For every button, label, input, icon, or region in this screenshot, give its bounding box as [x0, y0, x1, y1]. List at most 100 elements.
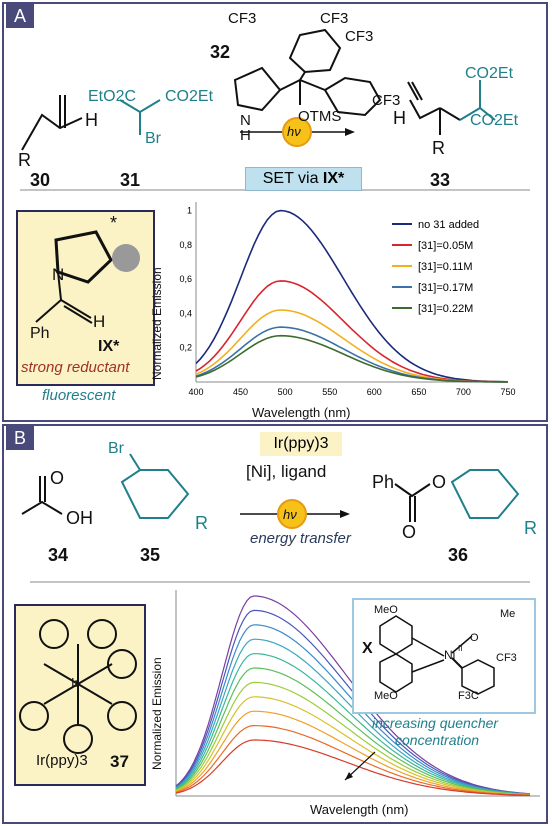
ir-complex-structure: [19, 619, 137, 754]
compound-36-label: 36: [448, 545, 469, 565]
chart-b-xlabel: Wavelength (nm): [310, 802, 409, 817]
br-label: Br: [145, 130, 161, 147]
compound-31-label: 31: [120, 170, 141, 190]
chart-a-ytick: 0,8: [179, 240, 192, 250]
ni-cf3-a: CF3: [496, 652, 517, 664]
chart-a-xtick: 700: [456, 387, 471, 397]
panel-b-tag: B: [6, 426, 34, 450]
ir-complex-box: [14, 604, 146, 786]
panel-b: B: [2, 424, 548, 824]
panel-a-tag: A: [6, 4, 34, 28]
quench-note-1: increasing quencher: [372, 715, 499, 731]
legend-entry: [31]=0.05M: [418, 240, 473, 252]
ni-reagent: [Ni], ligand: [246, 462, 327, 481]
compound-30-label: 30: [30, 170, 51, 190]
set-box-prefix: SET via: [262, 170, 323, 187]
cf3-label-4: CF3: [372, 92, 401, 109]
ni-atom: Ni: [444, 648, 456, 662]
eto2c-label: EtO2C: [88, 88, 137, 105]
ni-meo-1: MeO: [374, 604, 398, 616]
chart-a-ytick: 0,2: [179, 343, 192, 353]
product-o: O: [432, 472, 447, 492]
product-co2et-1: CO2Et: [465, 65, 514, 82]
ni-complex-label: X: [362, 640, 373, 657]
set-box: SET via IX*: [245, 167, 362, 191]
ni-complex-structure: [379, 615, 495, 695]
scheme-b-bonds: [21, 453, 530, 583]
compound-34-label: 34: [48, 545, 69, 565]
chart-b-series-line: [175, 696, 531, 796]
legend-entry: no 31 added: [418, 219, 479, 231]
intermediate-structure: [35, 230, 140, 324]
legend-entry: [31]=0.22M: [418, 303, 473, 315]
panel-a: A: [2, 2, 548, 422]
ni-cf3-b: F3C: [458, 690, 479, 702]
cf3-label-1: CF3: [228, 10, 257, 27]
hv-a: hν: [287, 124, 301, 139]
acid-oh: OH: [66, 508, 93, 528]
cf3-label-3: CF3: [345, 28, 374, 45]
compound-33-label: 33: [430, 170, 451, 190]
compound-32-label: 32: [210, 42, 231, 62]
ix-star: *: [110, 213, 118, 233]
ix-ph: Ph: [30, 325, 50, 342]
aldehyde-r: R: [18, 150, 31, 170]
acid-o: O: [50, 468, 65, 488]
strong-reductant-caption: strong reductant: [21, 359, 130, 376]
chart-a-xtick: 500: [278, 387, 293, 397]
chart-a-series-line: [195, 334, 508, 383]
chart-a-series-line: [195, 209, 509, 383]
set-box-bold: IX*: [322, 170, 345, 187]
product-co2et-2: CO2Et: [470, 112, 519, 129]
chart-b-series-line: [175, 710, 531, 796]
chart-a-xtick: 600: [367, 387, 382, 397]
product-r-b: R: [524, 518, 537, 538]
product-h: H: [393, 108, 406, 128]
aryl-r: R: [195, 513, 208, 533]
otms-label: OTMS: [298, 108, 342, 125]
hv-b: hν: [283, 507, 297, 522]
pyrrolidine-h: H: [240, 127, 251, 144]
legend-entry: [31]=0.17M: [418, 282, 473, 294]
chart-a-ytick: 0,4: [179, 308, 192, 318]
cf3-label-2: CF3: [320, 10, 349, 27]
chart-a-xtick: 550: [322, 387, 337, 397]
chart-a-xtick: 450: [233, 387, 248, 397]
product-ph: Ph: [372, 472, 395, 492]
ix-h: H: [93, 312, 106, 331]
chart-b-series-line: [175, 724, 531, 796]
chart-a-xtick: 650: [411, 387, 426, 397]
ni-ac-o: O: [470, 632, 479, 644]
ir-complex-label: Ir(ppy)3: [36, 752, 88, 769]
product-r: R: [432, 138, 445, 158]
co2et-label: CO2Et: [165, 88, 214, 105]
ni-oxidation: II: [458, 644, 463, 653]
ix-label: IX*: [98, 338, 120, 355]
legend-entry: [31]=0.11M: [418, 261, 473, 273]
chart-b-series-line: [175, 739, 531, 796]
aryl-br: Br: [108, 440, 124, 457]
compound-35-label: 35: [140, 545, 161, 565]
chart-b-series-line: [175, 667, 531, 796]
intermediate-box: [16, 210, 155, 386]
product-carbonyl-o: O: [402, 522, 417, 542]
fluorescent-caption: fluorescent: [42, 387, 116, 404]
chart-a-ytick: 1: [187, 206, 192, 216]
chart-a-xtick: 400: [188, 387, 203, 397]
chart-a-xtick: 750: [500, 387, 515, 397]
ir-reagent: Ir(ppy)3: [260, 432, 342, 456]
chart-a-xlabel: Wavelength (nm): [252, 405, 351, 420]
chart-a-ytick: 0,6: [179, 274, 192, 284]
aldehyde-h: H: [85, 110, 98, 130]
ir-atom: Ir: [71, 675, 79, 690]
pyrrolidine-n: N: [240, 112, 251, 129]
ni-complex-box: [352, 598, 536, 714]
ix-n: N: [52, 265, 65, 284]
quench-note-2: concentration: [395, 732, 480, 748]
chart-b-series-line: [175, 681, 531, 796]
chart-b-series-line: [175, 652, 531, 795]
ni-ac-me: Me: [500, 608, 516, 620]
ni-meo-2: MeO: [374, 690, 398, 702]
